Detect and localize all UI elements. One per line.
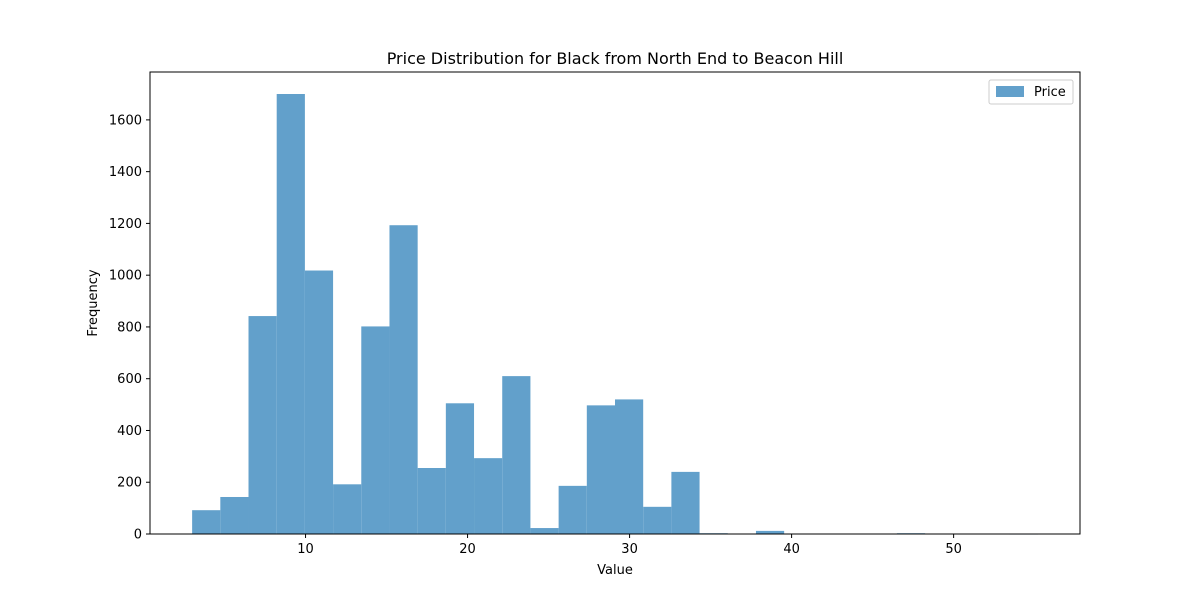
histogram-bar-17 (671, 471, 700, 534)
x-tick-label-50: 50 (945, 542, 962, 557)
y-tick-label-1400: 1400 (109, 165, 142, 180)
histogram-bar-3 (276, 94, 305, 534)
histogram-bar-8 (417, 468, 446, 534)
histogram-bar-14 (586, 405, 615, 534)
histogram-bar-6 (361, 326, 390, 534)
histogram-bar-2 (248, 316, 277, 534)
x-axis-ticks: 10 20 30 40 50 (297, 534, 962, 557)
y-tick-label-1000: 1000 (109, 269, 142, 284)
legend: Price (988, 79, 1074, 105)
histogram-bar-5 (333, 484, 362, 534)
histogram-bar-0 (192, 510, 221, 534)
histogram-bar-10 (474, 458, 503, 534)
bars-layer (192, 94, 1038, 535)
y-tick-label-1600: 1600 (109, 113, 142, 128)
histogram-bar-4 (304, 270, 334, 534)
histogram-bar-16 (643, 506, 672, 534)
histogram-bar-15 (615, 399, 644, 534)
x-tick-label-30: 30 (621, 542, 638, 557)
x-axis-label: Value (597, 563, 633, 578)
y-axis-label: Frequency (86, 269, 101, 336)
histogram-bar-9 (445, 403, 475, 534)
chart-title: Price Distribution for Black from North … (387, 49, 844, 68)
x-tick-label-20: 20 (459, 542, 476, 557)
y-tick-label-800: 800 (117, 320, 142, 335)
y-tick-label-1200: 1200 (109, 217, 142, 232)
histogram-bar-11 (502, 376, 531, 534)
y-tick-label-400: 400 (117, 424, 142, 439)
histogram-bar-13 (558, 485, 587, 534)
histogram-bar-20 (755, 530, 785, 534)
plot-area-frame (149, 71, 1081, 535)
histogram-bar-1 (220, 496, 249, 534)
histogram-bar-7 (389, 225, 418, 534)
x-tick-label-10: 10 (297, 542, 314, 557)
y-tick-label-200: 200 (117, 476, 142, 491)
legend-swatch (996, 86, 1024, 97)
y-tick-label-0: 0 (134, 528, 142, 543)
legend-label: Price (1034, 85, 1066, 100)
histogram-bar-12 (530, 528, 559, 534)
x-tick-label-40: 40 (783, 542, 800, 557)
y-axis-ticks: 0 200 400 600 800 1000 1200 1400 1600 (109, 113, 150, 543)
y-tick-label-600: 600 (117, 372, 142, 387)
